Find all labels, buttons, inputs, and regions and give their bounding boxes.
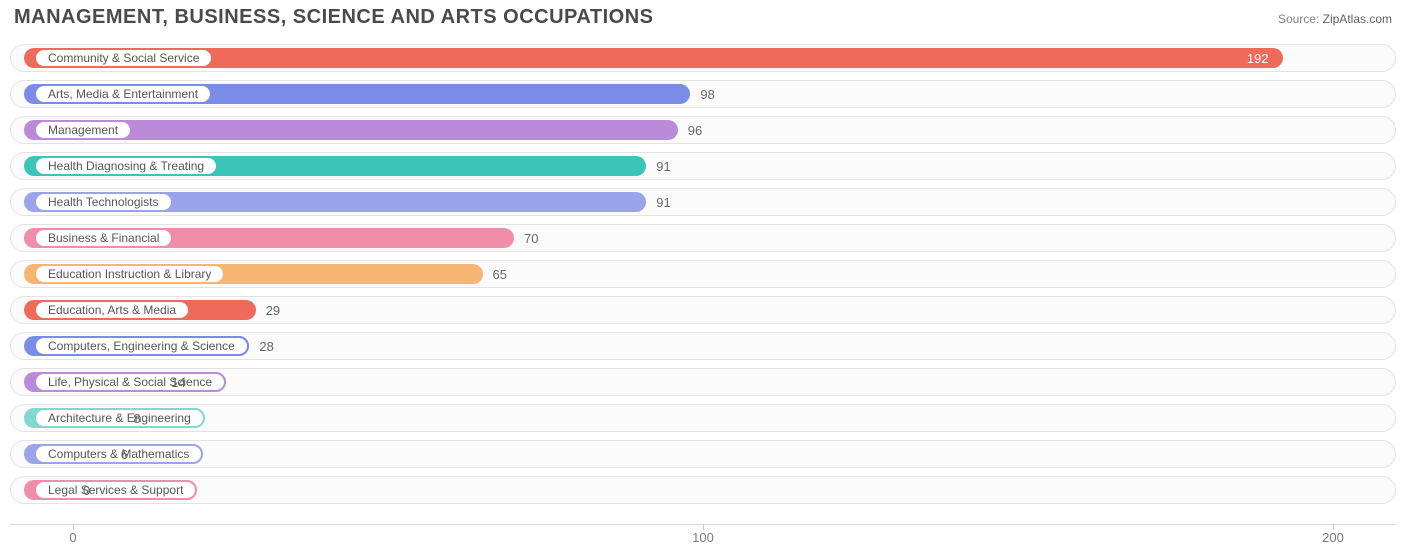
chart-area: Community & Social Service 192 Arts, Media… <box>10 44 1396 548</box>
value-label: 6 <box>121 440 128 468</box>
category-label: Life, Physical & Social Science <box>48 375 212 389</box>
category-pill: Health Technologists <box>34 192 173 212</box>
category-pill: Education Instruction & Library <box>34 264 225 284</box>
category-pill: Life, Physical & Social Science <box>34 372 226 392</box>
source-label: Source: <box>1278 12 1319 26</box>
value-label: 65 <box>493 260 507 288</box>
value-label: 96 <box>688 116 702 144</box>
value-label: 0 <box>83 476 90 504</box>
bar-row: Computers & Mathematics6 <box>10 440 1396 468</box>
x-axis: 0 100 200 <box>10 524 1396 548</box>
value-label: 14 <box>171 368 185 396</box>
bar-row: Health Technologists 91 <box>10 188 1396 216</box>
category-label: Business & Financial <box>48 231 159 245</box>
value-label: 91 <box>656 188 670 216</box>
bar-row: Health Diagnosing & Treating 91 <box>10 152 1396 180</box>
bar-row: Architecture & Engineering8 <box>10 404 1396 432</box>
value-label: 28 <box>259 332 273 360</box>
category-label: Arts, Media & Entertainment <box>48 87 198 101</box>
value-label: 29 <box>266 296 280 324</box>
category-label: Computers, Engineering & Science <box>48 339 235 353</box>
category-pill: Computers & Mathematics <box>34 444 203 464</box>
axis-tick-label: 200 <box>1322 530 1344 545</box>
category-label: Education, Arts & Media <box>48 303 176 317</box>
bar-row: Arts, Media & Entertainment 98 <box>10 80 1396 108</box>
source-site: ZipAtlas.com <box>1323 12 1392 26</box>
category-label: Education Instruction & Library <box>48 267 211 281</box>
bar-track <box>10 440 1396 468</box>
bar-row: Legal Services & Support0 <box>10 476 1396 504</box>
category-label: Community & Social Service <box>48 51 199 65</box>
bar-track <box>10 476 1396 504</box>
bar-row: Life, Physical & Social Science14 <box>10 368 1396 396</box>
category-pill: Legal Services & Support <box>34 480 197 500</box>
category-pill: Management <box>34 120 132 140</box>
value-label: 91 <box>656 152 670 180</box>
category-label: Management <box>48 123 118 137</box>
category-label: Health Diagnosing & Treating <box>48 159 204 173</box>
bar-row: Business & Financial 70 <box>10 224 1396 252</box>
bar-row: Community & Social Service 192 <box>10 44 1396 72</box>
category-label: Legal Services & Support <box>48 483 183 497</box>
bars-region: Community & Social Service 192 Arts, Media… <box>10 44 1396 522</box>
chart-title: MANAGEMENT, BUSINESS, SCIENCE AND ARTS O… <box>14 6 653 29</box>
category-pill: Community & Social Service <box>34 48 213 68</box>
bar-row: Education, Arts & Media 29 <box>10 296 1396 324</box>
bar-row: Management 96 <box>10 116 1396 144</box>
bar-track <box>10 404 1396 432</box>
category-pill: Computers, Engineering & Science <box>34 336 249 356</box>
category-pill: Architecture & Engineering <box>34 408 205 428</box>
bar-row: Computers, Engineering & Science 28 <box>10 332 1396 360</box>
category-pill: Education, Arts & Media <box>34 300 190 320</box>
value-label: 70 <box>524 224 538 252</box>
category-pill: Business & Financial <box>34 228 173 248</box>
value-label: 192 <box>1247 44 1269 72</box>
category-pill: Arts, Media & Entertainment <box>34 84 212 104</box>
value-label: 8 <box>133 404 140 432</box>
category-label: Computers & Mathematics <box>48 447 189 461</box>
axis-tick-label: 0 <box>69 530 76 545</box>
category-label: Architecture & Engineering <box>48 411 191 425</box>
value-label: 98 <box>700 80 714 108</box>
category-label: Health Technologists <box>48 195 159 209</box>
category-pill: Health Diagnosing & Treating <box>34 156 218 176</box>
bar-row: Education Instruction & Library 65 <box>10 260 1396 288</box>
source-attribution: Source: ZipAtlas.com <box>1278 12 1392 26</box>
axis-tick-label: 100 <box>692 530 714 545</box>
